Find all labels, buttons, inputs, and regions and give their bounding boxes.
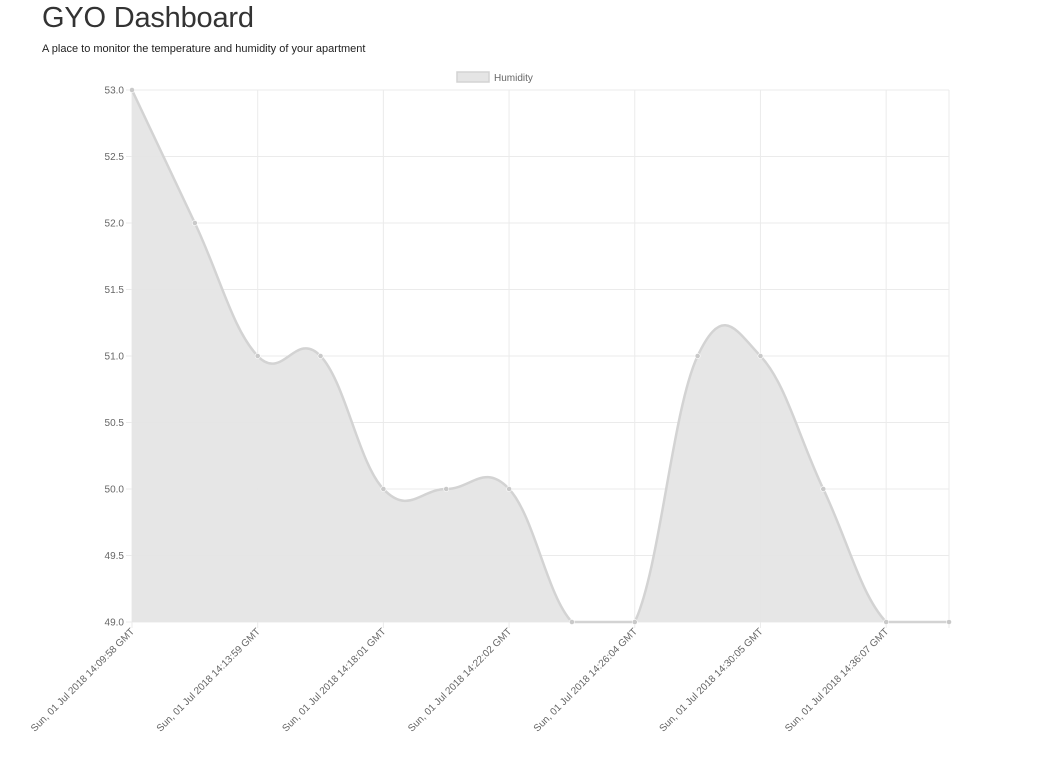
y-axis: 49.0 49.5 50.0 50.5 51.0 51.5 52.0 52.5 53.0 [105, 86, 125, 629]
y-tick-label: 52.0 [105, 219, 125, 230]
y-tick-label: 52.5 [105, 152, 125, 163]
humidity-point[interactable] [883, 619, 890, 625]
humidity-point[interactable] [506, 486, 512, 492]
humidity-point[interactable] [820, 486, 827, 492]
legend-swatch-humidity[interactable] [456, 71, 490, 83]
humidity-point[interactable] [631, 619, 638, 625]
y-tick-label: 51.0 [105, 352, 125, 363]
humidity-area [132, 90, 949, 622]
x-tick-label: Sun, 01 Jul 2018 14:22:02 GMT [406, 626, 514, 734]
x-tick-label: Sun, 01 Jul 2018 14:26:04 GMT [532, 626, 640, 734]
x-tick-label: Sun, 01 Jul 2018 14:30:05 GMT [658, 626, 766, 734]
humidity-point[interactable] [129, 87, 135, 93]
humidity-point[interactable] [191, 220, 198, 226]
page-subtitle: A place to monitor the temperature and h… [42, 43, 366, 55]
y-tick-label: 49.5 [105, 551, 125, 562]
humidity-point[interactable] [443, 486, 450, 492]
chart-points [129, 87, 952, 625]
x-tick-label: Sun, 01 Jul 2018 14:09:58 GMT [29, 626, 137, 734]
humidity-point[interactable] [254, 353, 261, 359]
x-tick-label: Sun, 01 Jul 2018 14:36:07 GMT [783, 626, 891, 734]
humidity-point[interactable] [757, 353, 764, 359]
humidity-point[interactable] [380, 486, 387, 492]
x-tick-label: Sun, 01 Jul 2018 14:18:01 GMT [280, 626, 388, 734]
page-title: GYO Dashboard [42, 2, 254, 34]
humidity-point[interactable] [946, 619, 952, 625]
chart-legend[interactable]: Humidity [456, 71, 533, 84]
y-tick-label: 50.5 [105, 418, 125, 429]
humidity-point[interactable] [317, 353, 324, 359]
y-tick-label: 53.0 [105, 86, 125, 97]
y-tick-label: 49.0 [105, 618, 125, 629]
x-axis: Sun, 01 Jul 2018 14:09:58 GMT Sun, 01 Jul… [29, 626, 891, 734]
y-tick-label: 51.5 [105, 285, 125, 296]
y-tick-label: 50.0 [105, 485, 125, 496]
x-tick-label: Sun, 01 Jul 2018 14:13:59 GMT [155, 626, 263, 734]
legend-label-humidity[interactable]: Humidity [494, 73, 533, 84]
humidity-point[interactable] [569, 619, 575, 625]
humidity-point[interactable] [694, 353, 701, 359]
